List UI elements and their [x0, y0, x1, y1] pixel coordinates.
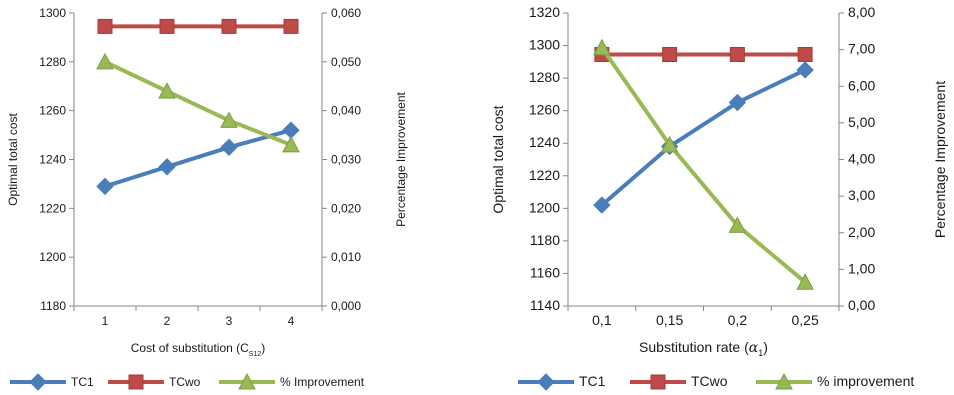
data-point-improvement	[220, 111, 238, 128]
data-point-improvement	[796, 273, 814, 290]
y-tick-label-right: 0,040	[331, 104, 361, 118]
y-tick-label-right: 0,000	[331, 299, 361, 313]
x-tick-label: 2	[164, 314, 171, 328]
data-point-tcwo	[221, 18, 237, 34]
data-point-tcwo	[729, 47, 745, 63]
chart-svg-right: 1140 1160 1180 1200 1220 1240 1260 1280 1300 1320…	[490, 4, 948, 391]
legend: TC1 TCwo % improvement	[518, 372, 914, 391]
y-tick-label-left: 1280	[39, 55, 66, 69]
data-point-tcwo	[159, 18, 175, 34]
chart-substitution-rate: 1140 1160 1180 1200 1220 1240 1260 1280 1300 1320…	[478, 0, 954, 395]
x-tick-label: 0,2	[728, 312, 748, 328]
legend-improvement-marker	[238, 372, 256, 390]
y-tick-label-right: 3,00	[848, 187, 875, 203]
y-axis-title: Optimal total cost	[490, 105, 506, 213]
legend-tcwo-marker	[128, 374, 144, 390]
y-tick-label-left: 1300	[39, 6, 66, 20]
y-tick-label-left: 1200	[39, 250, 66, 264]
y-tick-label-right: 8,00	[848, 4, 875, 20]
data-point-tc1	[728, 93, 747, 112]
y-tick-label-right: 1,00	[848, 260, 875, 276]
y-axis-title: Optimal total cost	[6, 112, 20, 205]
legend-label-tc1: TC1	[71, 375, 94, 389]
legend-tc1-marker	[537, 373, 555, 391]
data-point-improvement	[158, 82, 176, 99]
y-tick-label-right: 0,020	[331, 201, 361, 215]
data-point-tcwo	[797, 47, 813, 63]
data-point-tc1	[796, 61, 814, 79]
y-tick-label-left: 1180	[40, 299, 66, 313]
y-tick-label-left: 1200	[529, 199, 560, 215]
series-line-tc1	[600, 68, 806, 207]
series-line-tc1	[104, 128, 292, 189]
y-tick-label-left: 1240	[529, 134, 560, 150]
y-tick-label-right: 0,050	[331, 55, 361, 69]
data-point-tc1	[220, 138, 238, 156]
y-tick-label-right: 5,00	[848, 114, 875, 130]
data-point-tc1	[158, 158, 176, 176]
y2-axis-title: Percentage Improvement	[394, 91, 408, 226]
y-tick-label-left: 1160	[530, 264, 560, 280]
legend-improvement-marker	[775, 372, 793, 390]
data-point-tcwo	[283, 18, 299, 34]
series-line-improvement	[600, 46, 807, 284]
x-axis-title: Cost of substitution (CS12)	[131, 341, 266, 358]
data-point-tcwo	[97, 18, 113, 34]
x-tick-label: 1	[102, 314, 109, 328]
y-tick-label-left: 1140	[530, 297, 560, 313]
data-point-improvement	[593, 38, 611, 56]
data-point-improvement	[660, 135, 679, 153]
y-tick-label-left: 1180	[530, 232, 560, 248]
legend-label-improvement: % Improvement	[280, 375, 365, 389]
legend-label-tcwo: TCwo	[691, 373, 728, 389]
data-point-improvement	[96, 52, 114, 70]
y-tick-label-left: 1260	[529, 102, 560, 118]
y-tick-label-right: 0,00	[848, 297, 875, 313]
x-tick-label: 0,15	[656, 312, 683, 328]
y-tick-label-left: 1320	[529, 4, 560, 20]
legend-tcwo-marker	[650, 374, 666, 390]
legend-label-improvement: % improvement	[817, 373, 914, 389]
legend-tc1-marker	[29, 373, 47, 391]
y-tick-label-right: 7,00	[848, 41, 875, 57]
y-tick-label-left: 1240	[39, 153, 66, 167]
data-point-tc1	[593, 196, 611, 214]
y-tick-label-right: 0,030	[331, 153, 361, 167]
chart-svg-left: 1180 1200 1220 1240 1260 1280 1300 0,000 0,010 0,…	[6, 6, 408, 391]
y-tick-label-left: 1300	[529, 37, 560, 53]
y-tick-label-right: 0,010	[331, 250, 361, 264]
data-point-improvement	[282, 135, 300, 153]
x-tick-label: 4	[288, 314, 295, 328]
y-tick-label-right: 6,00	[848, 77, 875, 93]
x-tick-label: 3	[226, 314, 233, 328]
y-tick-label-left: 1220	[529, 167, 560, 183]
legend-label-tcwo: TCwo	[169, 375, 201, 389]
x-tick-label: 0,1	[592, 312, 612, 328]
y-tick-label-right: 0,060	[331, 6, 361, 20]
data-point-tc1	[96, 177, 114, 196]
legend: TC1 TCwo % Improvement	[10, 372, 365, 391]
y-tick-label-right: 2,00	[848, 224, 875, 240]
y-tick-label-left: 1260	[39, 104, 66, 118]
chart-cost-of-substitution: 1180 1200 1220 1240 1260 1280 1300 0,000 0,010 0,…	[0, 0, 430, 395]
y2-axis-title: Percentage Improvement	[932, 81, 948, 238]
legend-label-tc1: TC1	[579, 373, 606, 389]
data-point-tcwo	[662, 47, 678, 63]
y-tick-label-left: 1220	[39, 201, 66, 215]
x-tick-label: 0,25	[792, 312, 819, 328]
series-line-improvement	[104, 60, 292, 147]
y-tick-label-left: 1280	[529, 69, 560, 85]
data-point-improvement	[728, 216, 747, 233]
y-tick-label-right: 4,00	[848, 151, 875, 167]
x-axis-title: Substitution rate (α1)	[639, 339, 768, 358]
